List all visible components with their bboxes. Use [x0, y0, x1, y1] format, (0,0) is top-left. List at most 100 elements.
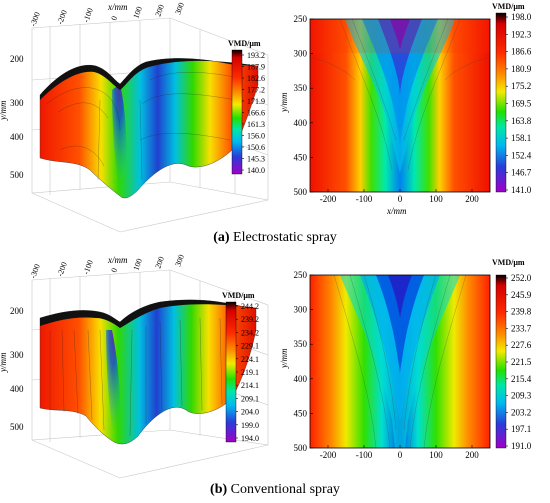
y-tick-label: 300: [294, 49, 308, 59]
colorbar-tick-label: 150.6: [247, 143, 265, 152]
svg-text:-200: -200: [55, 9, 68, 26]
y-tick-label: 300: [294, 305, 308, 315]
x-tick-label: 100: [429, 194, 443, 204]
b2d-x-ticks: -200 -100 0 100 200: [320, 445, 479, 460]
a2d-x-ticks: -200 -100 0 100 200: [320, 189, 479, 204]
b3d-y-label: y/mm: [0, 352, 8, 373]
a3d-x-ticks: -300 -200 -100 0 100 200 300: [28, 1, 186, 27]
colorbar-tick-label: 209.3: [511, 391, 532, 401]
y-tick-label: 450: [294, 408, 308, 418]
b2d-colorbar: [495, 274, 507, 449]
y-tick-label: 400: [294, 118, 308, 128]
b2d-y-label: y/mm: [279, 348, 289, 369]
colorbar-tick-label: 152.4: [511, 150, 532, 160]
x-tick-label: 0: [398, 194, 403, 204]
a3d-colorbar-ticks: 193.2 187.9 182.6 177.2 171.9 166.6 161.3 156.0…: [242, 51, 265, 175]
colorbar-tick-label: 198.0: [511, 12, 532, 22]
y-tick-label: 500: [294, 443, 308, 453]
a2d-x-label: x/mm: [386, 206, 407, 216]
svg-text:200: 200: [10, 306, 24, 316]
x-tick-label: 200: [465, 450, 479, 460]
caption-b-text: Conventional spray: [227, 482, 340, 497]
svg-text:0: 0: [109, 267, 119, 274]
colorbar-tick-label: 199.0: [241, 421, 259, 430]
b3d-contours: [49, 317, 223, 437]
a3d-x-label: x/mm: [107, 2, 128, 12]
colorbar-tick-label: 204.0: [241, 408, 259, 417]
colorbar-tick-label: 166.6: [247, 109, 265, 118]
electrostatic-3d-surface: -300 -200 -100 0 100 200 300 x/mm 200 30…: [0, 1, 269, 233]
colorbar-tick-label: 244.2: [241, 302, 259, 311]
b2d-y-ticks: 250 300 350 400 450 500: [294, 270, 313, 453]
colorbar-tick-label: 197.1: [511, 424, 531, 434]
svg-text:500: 500: [10, 170, 24, 180]
a2d-y-ticks: 250 300 350 400 450 500: [294, 14, 313, 197]
colorbar-tick-label: 239.2: [241, 315, 259, 324]
colorbar-tick-label: 245.9: [511, 290, 532, 300]
svg-text:-300: -300: [28, 11, 41, 28]
a3d-colorbar: [231, 49, 243, 175]
colorbar-tick-label: 193.2: [247, 51, 265, 60]
colorbar-tick-label: 215.4: [511, 374, 532, 384]
svg-text:-300: -300: [28, 263, 41, 280]
b2d-colorbar-ticks: 252.0 245.9 239.8 233.7 227.6 221.5 215.4 209.3…: [506, 273, 532, 451]
svg-text:500: 500: [10, 422, 24, 432]
colorbar-tick-label: 203.2: [511, 407, 531, 417]
colorbar-tick-label: 224.1: [241, 355, 259, 364]
caption-a: (a) Electrostatic spray: [0, 230, 550, 246]
svg-text:-100: -100: [81, 259, 94, 276]
y-tick-label: 250: [294, 14, 308, 24]
x-tick-label: -200: [320, 450, 337, 460]
x-tick-label: 100: [429, 450, 443, 460]
colorbar-tick-label: 146.7: [511, 168, 532, 178]
colorbar-tick-label: 187.9: [247, 63, 265, 72]
colorbar-tick-label: 221.5: [511, 357, 532, 367]
b3d-colorbar: [225, 301, 237, 443]
a2d-y-label: y/mm: [279, 92, 289, 113]
svg-text:-200: -200: [55, 261, 68, 278]
colorbar-tick-label: 141.0: [511, 185, 532, 195]
a2d-colorbar-ticks: 198.0 192.3 186.6 180.9 175.2 169.5 163.8 158.1…: [506, 12, 532, 195]
svg-text:300: 300: [173, 253, 186, 267]
b3d-y-ticks: 200 300 400 500: [10, 306, 24, 432]
y-tick-label: 400: [294, 374, 308, 384]
a2d-contours: [311, 18, 489, 171]
colorbar-tick-label: 239.8: [511, 307, 532, 317]
a3d-colorbar-title: VMD/μm: [228, 39, 261, 48]
svg-text:0: 0: [109, 15, 119, 22]
b3d-colorbar-ticks: 244.2 239.2 234.2 229.1 224.1 219.1 214.1 209.1…: [236, 302, 259, 443]
colorbar-tick-label: 234.2: [241, 328, 259, 337]
svg-text:100: 100: [131, 257, 144, 271]
colorbar-tick-label: 192.3: [511, 29, 532, 39]
b3d-colorbar-title: VMD/μm: [222, 291, 255, 300]
conventional-3d-surface: -300 -200 -100 0 100 200 300 x/mm 200 30…: [0, 253, 269, 479]
colorbar-tick-label: 169.5: [511, 99, 532, 109]
caption-b: (b) Conventional spray: [0, 482, 550, 498]
x-tick-label: -100: [356, 194, 373, 204]
x-tick-label: 0: [398, 450, 403, 460]
x-tick-label: 200: [465, 194, 479, 204]
y-tick-label: 500: [294, 187, 308, 197]
colorbar-tick-label: 209.1: [241, 394, 259, 403]
svg-text:200: 200: [10, 54, 24, 64]
x-tick-label: -100: [356, 450, 373, 460]
x-tick-label: -200: [320, 194, 337, 204]
colorbar-tick-label: 229.1: [241, 342, 259, 351]
colorbar-tick-label: 219.1: [241, 368, 259, 377]
svg-text:300: 300: [173, 1, 186, 15]
y-tick-label: 350: [294, 83, 308, 93]
colorbar-tick-label: 252.0: [511, 273, 532, 283]
colorbar-tick-label: 156.0: [247, 132, 265, 141]
svg-text:400: 400: [10, 384, 24, 394]
colorbar-tick-label: 140.0: [247, 166, 265, 175]
a3d-y-label: y/mm: [0, 100, 8, 121]
svg-text:300: 300: [10, 98, 24, 108]
a2d-colorbar-title: VMD/μm: [492, 2, 525, 11]
caption-b-letter: (b): [210, 482, 228, 497]
colorbar-tick-label: 214.1: [241, 381, 259, 390]
caption-a-text: Electrostatic spray: [229, 230, 337, 245]
colorbar-tick-label: 233.7: [511, 323, 532, 333]
svg-text:200: 200: [153, 3, 166, 17]
